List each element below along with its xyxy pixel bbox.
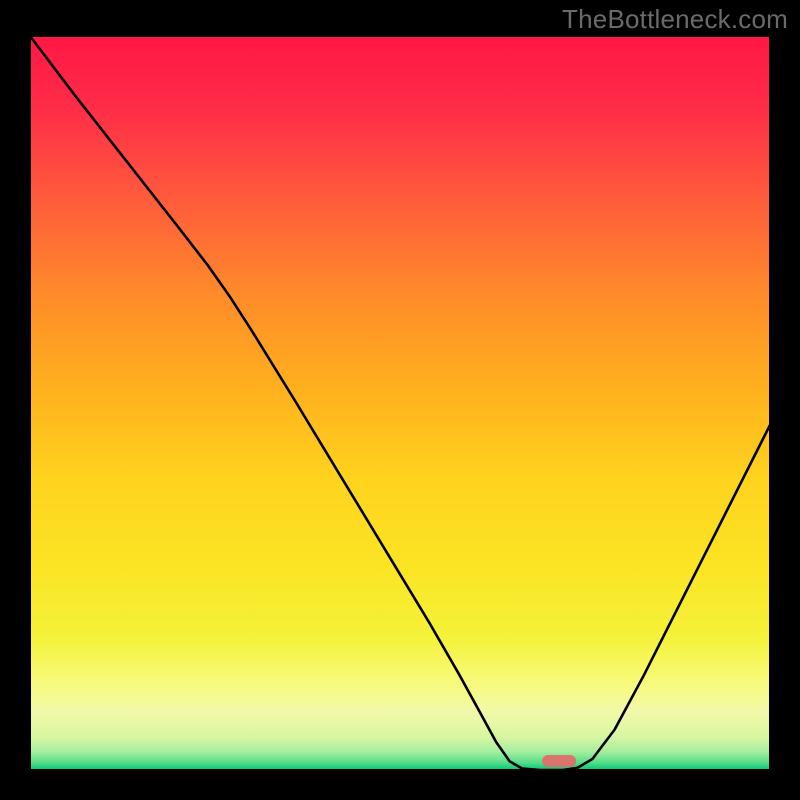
watermark-text: TheBottleneck.com xyxy=(562,4,788,35)
chart-root: { "source_watermark": "TheBottleneck.com… xyxy=(0,0,800,800)
optimal-marker xyxy=(542,755,576,767)
bottleneck-chart xyxy=(0,0,800,800)
plot-area xyxy=(30,36,770,770)
